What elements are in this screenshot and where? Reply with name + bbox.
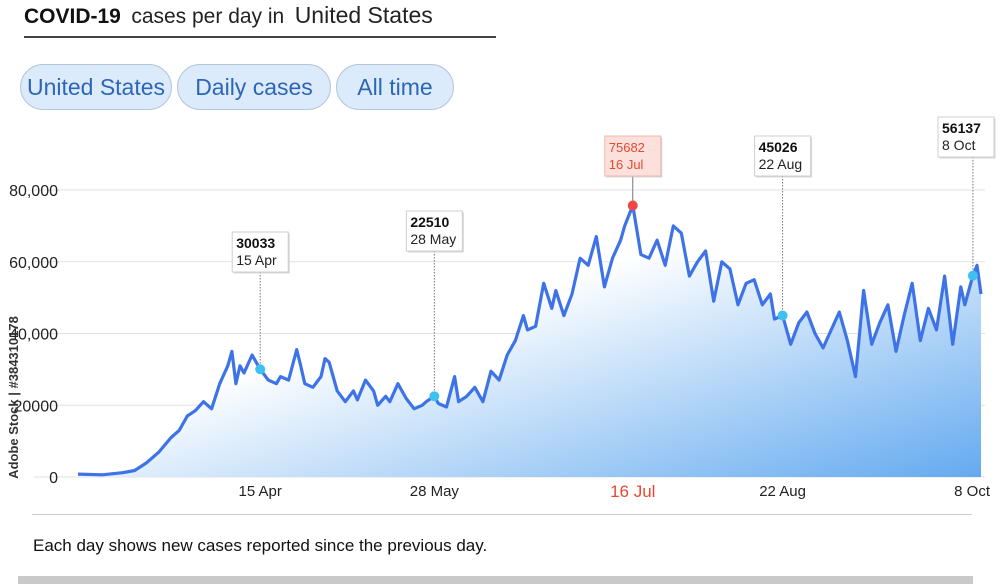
x-tick-label: 15 Apr [239,483,282,500]
annotation-box [604,135,662,177]
annotation-box [937,116,995,158]
x-tick-label: 16 Jul [610,482,655,501]
annotation-box [754,135,812,177]
title-disease: COVID-19 [24,5,121,28]
y-tick-label: 80,000 [9,183,58,200]
country-filter-button[interactable]: United States [20,64,172,110]
annotation-date: 22 Aug [759,156,803,172]
x-tick-label: 28 May [410,483,460,500]
footer-divider [32,514,972,515]
y-tick-label: 60,000 [9,255,58,272]
annotation-value: 75682 [609,140,645,155]
y-tick-label: 40,000 [9,327,58,344]
footnote: Each day shows new cases reported since … [33,536,488,555]
time-range-filter-button[interactable]: All time [336,64,454,110]
annotation-16-jul[interactable]: 75682 16 Jul [604,135,663,211]
footer-bar [18,576,973,584]
annotation-value: 22510 [410,214,449,230]
annotation-date: 16 Jul [609,157,644,172]
annotation-date: 8 Oct [942,137,976,153]
data-point-marker[interactable] [967,270,978,281]
metric-filter-button[interactable]: Daily cases [177,64,331,110]
annotation-date: 28 May [410,231,456,247]
chart-title: COVID-19 cases per day in United States [24,2,496,38]
cases-area [78,205,981,477]
y-tick-label: 0 [49,470,58,487]
data-point-marker[interactable] [429,391,440,402]
annotation-value: 56137 [942,120,981,136]
side-stock-id: Adobe Stock | #384310178 [5,316,21,479]
cases-line [77,203,983,477]
annotation-value: 30033 [236,235,275,251]
title-middle: cases per day in [131,5,285,28]
annotation-box [405,210,463,252]
y-tick-label: 20000 [14,398,59,415]
data-point-marker[interactable] [777,310,788,321]
annotation-date: 15 Apr [236,252,277,268]
x-tick-label: 22 Aug [759,483,806,500]
x-tick-label: 8 Oct [954,483,991,500]
annotation-value: 45026 [759,139,798,155]
title-country: United States [294,2,433,28]
annotation-box [231,231,289,273]
data-point-marker[interactable] [255,364,266,375]
peak-marker[interactable] [627,200,638,211]
